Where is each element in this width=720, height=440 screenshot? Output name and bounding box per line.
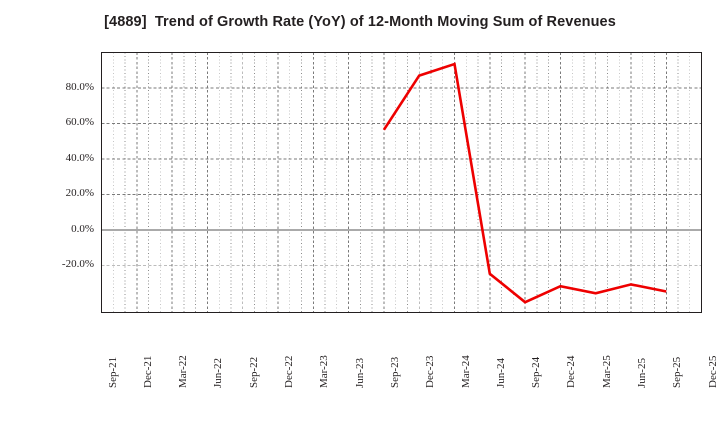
y-tick-label: 20.0%: [65, 187, 94, 200]
y-tick-label: -20.0%: [61, 258, 94, 271]
x-tick-label: Mar-25: [600, 355, 613, 388]
x-tick-label: Sep-25: [671, 356, 684, 388]
chart-title: [4889] Trend of Growth Rate (YoY) of 12-…: [104, 14, 616, 30]
x-tick-label: Sep-23: [388, 356, 401, 388]
y-tick-label: 80.0%: [65, 80, 94, 93]
x-tick-label: Jun-24: [494, 358, 507, 388]
minor-gridlines: [112, 52, 691, 313]
y-tick-label: 0.0%: [71, 222, 94, 235]
x-tick-label: Dec-25: [706, 355, 719, 388]
x-tick-label: Dec-22: [283, 355, 295, 388]
series-line-0: [382, 62, 667, 304]
x-tick-label: Dec-23: [424, 355, 437, 388]
x-tick-label: Jun-23: [353, 358, 366, 388]
x-tick-label: Sep-24: [530, 356, 543, 388]
x-tick-label: Sep-21: [106, 356, 119, 388]
y-tick-label: 60.0%: [65, 116, 94, 129]
x-tick-label: Dec-24: [565, 355, 578, 388]
x-tick-label: Mar-24: [459, 355, 472, 388]
major-x-gridlines: [136, 52, 667, 313]
x-tick-label: Mar-23: [318, 355, 331, 388]
x-tick-label: Sep-22: [247, 356, 260, 388]
x-tick-label: Jun-22: [212, 358, 225, 388]
x-tick-label: Mar-22: [177, 355, 190, 388]
series-layer: [382, 62, 667, 304]
x-tick-label: Jun-25: [636, 358, 648, 388]
plot-frame: [101, 52, 702, 313]
x-tick-label: Dec-21: [141, 355, 154, 388]
y-tick-label: 40.0%: [65, 151, 94, 164]
major-y-gridlines: [101, 87, 702, 267]
